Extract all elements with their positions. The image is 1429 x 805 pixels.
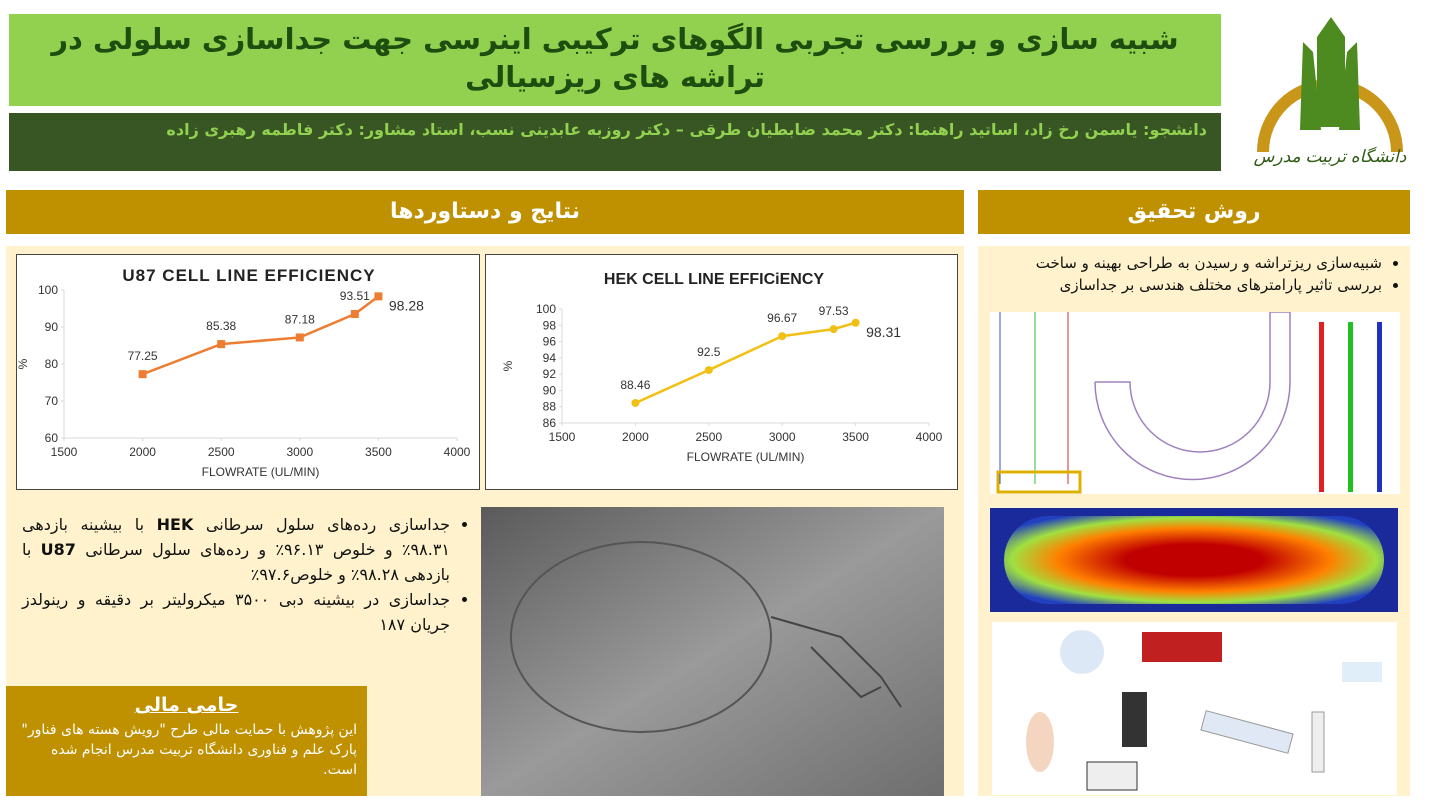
y-tick-label: 94	[543, 351, 557, 365]
y-axis-label: %	[501, 360, 515, 371]
bullet-text: با بیشینه بازدهی ۹۸.۳۱٪ و خلوص ۹۶.۱۳٪ و …	[22, 515, 451, 559]
logo-text: دانشگاه تربیت مدرس	[1254, 146, 1407, 167]
authors: دانشجو: یاسمن رخ زاد، اساتید راهنما: دکت…	[9, 113, 1221, 171]
bullet-list: جداسازی رده‌های سلول سرطانی HEK با بیشین…	[22, 512, 472, 637]
x-tick-label: 2500	[208, 445, 235, 459]
y-tick-label: 96	[543, 335, 557, 349]
y-tick-label: 92	[543, 367, 557, 381]
data-label: 85.38	[206, 319, 236, 333]
data-label: 98.31	[866, 324, 901, 340]
process-diagram	[992, 622, 1397, 795]
bullet: جداسازی در بیشینه دبی ۳۵۰۰ میکرولیتر بر …	[22, 587, 450, 637]
data-label: 87.18	[285, 312, 315, 326]
heatmap-image	[990, 508, 1398, 612]
data-label: 93.51	[340, 289, 370, 303]
y-tick-label: 100	[38, 283, 58, 297]
y-tick-label: 86	[543, 416, 557, 430]
bullet: جداسازی رده‌های سلول سرطانی HEK با بیشین…	[22, 512, 450, 587]
marker	[631, 398, 640, 407]
chart: HEK CELL LINE EFFICiENCY 86 88 90 92 94 96 98 1…	[485, 254, 958, 490]
logo: دانشگاه تربیت مدرس	[1254, 17, 1407, 167]
y-tick-label: 60	[45, 431, 59, 445]
chart-title: HEK CELL LINE EFFICiENCY	[604, 271, 824, 288]
data-label: 92.5	[697, 345, 721, 359]
series-line	[634, 321, 856, 405]
bullet-text: جداسازی در بیشینه دبی ۳۵۰۰ میکرولیتر بر …	[22, 590, 450, 634]
sponsor-text: این پژوهش با حمایت مالی طرح "رویش هسته ه…	[21, 722, 357, 778]
bullet-text: HEK	[156, 515, 194, 534]
x-axis-label: FLOWRATE (UL/MIN)	[687, 450, 805, 464]
results-bullets: جداسازی رده‌های سلول سرطانی HEK با بیشین…	[22, 512, 472, 637]
bullet: شبیه‌سازی ریزتراشه و رسیدن به طراحی بهین…	[984, 252, 1382, 274]
methods-bullets: شبیه‌سازی ریزتراشه و رسیدن به طراحی بهین…	[984, 252, 1404, 296]
y-tick-label: 98	[543, 318, 557, 332]
bullet-text: با بازدهی ۹۸.۲۸٪ و خلوص۹۷.۶٪	[22, 540, 450, 584]
marker	[851, 318, 860, 327]
marker	[829, 325, 838, 334]
x-tick-label: 3000	[769, 430, 796, 444]
bullet-text: جداسازی رده‌های سلول سرطانی	[193, 515, 451, 534]
data-label: 88.46	[620, 378, 650, 392]
bullet-text: U87	[40, 540, 76, 559]
data-label: 96.67	[767, 311, 797, 325]
x-tick-label: 2000	[129, 445, 156, 459]
series-line	[142, 295, 380, 376]
section-heading: روش تحقیق	[978, 190, 1410, 234]
data-label: 97.53	[819, 304, 849, 318]
section-heading: نتایج و دستاوردها	[6, 190, 964, 234]
x-tick-label: 4000	[916, 430, 943, 444]
logo-trees	[1300, 17, 1360, 130]
x-tick-label: 3500	[365, 445, 392, 459]
title: شبیه سازی و بررسی تجربی الگوهای ترکیبی ا…	[9, 14, 1221, 106]
data-label: 98.28	[389, 297, 424, 313]
x-axis-label: FLOWRATE (UL/MIN)	[202, 465, 320, 479]
x-tick-label: 3000	[286, 445, 313, 459]
y-tick-label: 80	[45, 357, 59, 371]
y-tick-label: 88	[543, 400, 557, 414]
chart-title: U87 CELL LINE EFFICIENCY	[122, 266, 375, 285]
x-tick-label: 1500	[549, 430, 576, 444]
simulation-image	[990, 312, 1400, 494]
x-tick-label: 1500	[51, 445, 78, 459]
x-tick-label: 3500	[842, 430, 869, 444]
marker	[295, 333, 304, 342]
marker	[350, 310, 359, 319]
y-axis-label: %	[16, 358, 30, 369]
marker	[778, 332, 787, 341]
data-label: 77.25	[128, 349, 158, 363]
bullet-list: شبیه‌سازی ریزتراشه و رسیدن به طراحی بهین…	[984, 252, 1404, 296]
marker	[138, 370, 147, 379]
y-tick-label: 100	[536, 302, 556, 316]
chip-photo	[481, 507, 944, 796]
marker	[704, 366, 713, 375]
x-tick-label: 2500	[695, 430, 722, 444]
logo-arch	[1257, 79, 1403, 152]
y-tick-label: 70	[45, 394, 59, 408]
bullet: بررسی تاثیر پارامترهای مختلف هندسی بر جد…	[984, 274, 1382, 296]
marker	[217, 340, 226, 349]
marker	[374, 292, 383, 301]
x-tick-label: 4000	[444, 445, 471, 459]
chart: U87 CELL LINE EFFICIENCY 60 70 80 90 100 1500…	[16, 254, 480, 490]
sponsor-box: حامی مالی این پژوهش با حمایت مالی طرح "ر…	[6, 686, 367, 796]
y-tick-label: 90	[543, 383, 557, 397]
x-tick-label: 2000	[622, 430, 649, 444]
sponsor-heading: حامی مالی	[134, 694, 239, 716]
y-tick-label: 90	[45, 320, 59, 334]
